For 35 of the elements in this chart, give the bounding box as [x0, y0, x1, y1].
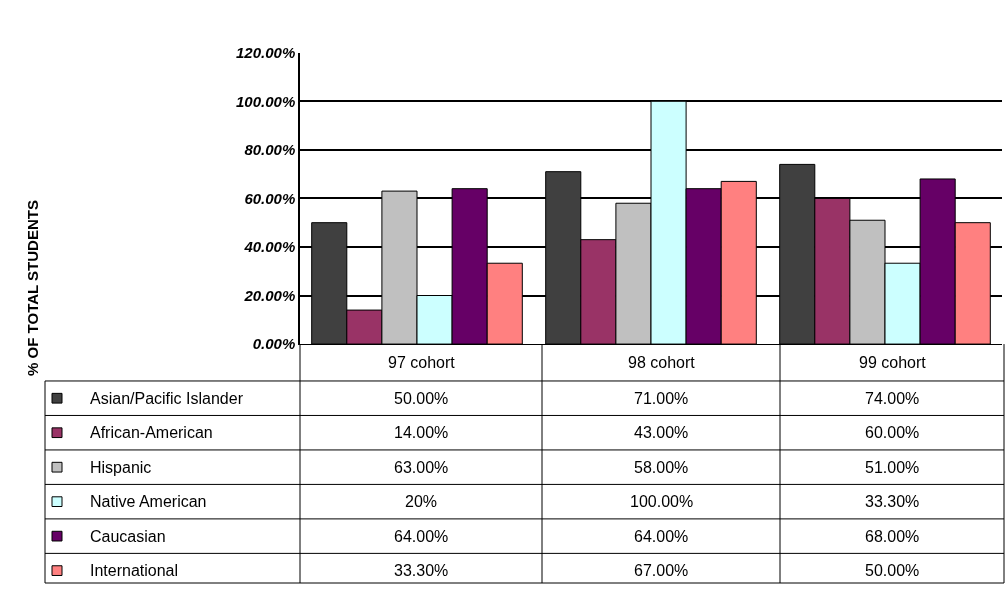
data-label: 60.00%	[865, 424, 920, 441]
y-tick-label: 120.00%	[236, 43, 296, 61]
y-tick-label: 80.00%	[244, 141, 296, 159]
data-label: 68.00%	[865, 528, 920, 545]
data-label: 63.00%	[394, 459, 449, 476]
y-tick-label: 40.00%	[243, 238, 296, 256]
data-label: 33.30%	[394, 562, 449, 579]
data-label: 51.00%	[865, 459, 920, 476]
data-label: 50.00%	[865, 562, 920, 579]
y-tick-label: 0.00%	[252, 335, 296, 353]
data-label: 71.00%	[634, 390, 689, 407]
data-label: 64.00%	[394, 528, 449, 545]
legend-label: International	[90, 562, 179, 579]
x-tick-label: 99 cohort	[859, 354, 927, 371]
data-label: 33.30%	[865, 493, 920, 510]
x-tick-label: 98 cohort	[628, 354, 696, 371]
data-label: 50.00%	[394, 390, 449, 407]
data-label: 74.00%	[865, 390, 920, 407]
legend-label: Caucasian	[90, 528, 166, 545]
data-label: 64.00%	[634, 528, 689, 545]
text: % OF TOTAL STUDENTS	[24, 200, 42, 376]
data-label: 20%	[405, 493, 438, 510]
data-label: 14.00%	[394, 424, 449, 441]
legend-label: African-American	[90, 424, 213, 441]
data-label: 43.00%	[634, 424, 689, 441]
y-tick-label: 60.00%	[244, 189, 296, 207]
legend-label: Asian/Pacific Islander	[90, 390, 244, 407]
x-tick-label: 97 cohort	[388, 354, 456, 371]
data-label: 100.00%	[630, 493, 694, 510]
data-label: 67.00%	[634, 562, 689, 579]
y-tick-label: 100.00%	[236, 92, 296, 110]
y-tick-label: 20.00%	[243, 286, 296, 304]
data-label: 58.00%	[634, 459, 689, 476]
legend-label: Native American	[90, 493, 207, 510]
legend-label: Hispanic	[90, 459, 152, 476]
